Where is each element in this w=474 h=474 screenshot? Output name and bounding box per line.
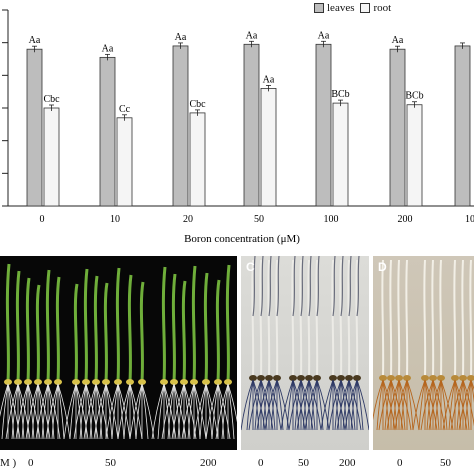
- chart-legend: leaves root: [308, 2, 391, 14]
- bar-label-leaves-4: Aa: [318, 30, 330, 41]
- panel-label-c: C: [246, 260, 255, 274]
- x-tick-label-1: 10: [110, 214, 120, 225]
- bar-root-5: [406, 104, 423, 207]
- x-axis-label: Boron concentration (μM): [184, 233, 300, 245]
- chart-bar-labels: Aa Aa Aa Aa Aa Aa Cbc Cc Cbc Aa BCb BCb: [29, 30, 424, 115]
- bar-label-root-1: Cc: [119, 104, 131, 115]
- x-tick-label-3: 50: [254, 214, 264, 225]
- panel-b-tick-2: 200: [200, 457, 217, 469]
- bar-chart: Aa Aa Aa Aa Aa Aa Cbc Cc Cbc Aa BCb BCb 0 10 20 50 100 2…: [2, 9, 474, 245]
- bar-label-root-0: Cbc: [43, 94, 60, 105]
- panel-c-tick-2: 200: [339, 457, 356, 469]
- panel-c-tick-0: 0: [258, 457, 264, 469]
- bar-root-3: [260, 88, 277, 207]
- panel-d-tick-1: 50: [440, 457, 451, 469]
- panel-d-tick-0: 0: [397, 457, 403, 469]
- x-tick-label-0: 0: [40, 214, 45, 225]
- bar-leaves-3: [243, 43, 260, 207]
- panel-b-tick-1: 50: [105, 457, 116, 469]
- bar-label-leaves-0: Aa: [29, 35, 41, 46]
- seedling-illustration-c: [241, 256, 369, 431]
- bar-leaves-4: [315, 43, 332, 207]
- bar-leaves-6: [454, 45, 471, 207]
- seedling-photo-d: D: [373, 256, 474, 450]
- bar-root-0: [43, 107, 60, 207]
- bar-label-leaves-5: Aa: [392, 35, 404, 46]
- panel-b-tick-0: 0: [28, 457, 34, 469]
- x-tick-label-6: 10: [465, 214, 474, 225]
- bar-label-root-4: BCb: [331, 89, 349, 100]
- bar-root-1: [116, 117, 133, 207]
- chart-bars: [26, 40, 471, 207]
- bar-label-leaves-1: Aa: [102, 43, 114, 54]
- bar-root-4: [332, 102, 349, 207]
- bar-label-root-5: BCb: [405, 91, 423, 102]
- seedling-illustration-d: [373, 259, 474, 431]
- x-tick-label-4: 100: [324, 214, 339, 225]
- bar-leaves-2: [172, 45, 189, 207]
- panel-c-tick-1: 50: [298, 457, 309, 469]
- bar-leaves-1: [99, 56, 116, 207]
- panel-b-prefix: M ): [0, 457, 17, 469]
- bar-label-leaves-2: Aa: [175, 32, 187, 43]
- legend-label-root: root: [373, 2, 392, 14]
- bar-label-root-3: Aa: [263, 74, 275, 85]
- bar-leaves-0: [26, 48, 43, 207]
- seedling-photo-b: [0, 256, 237, 450]
- x-tick-label-2: 20: [183, 214, 193, 225]
- legend-swatch-leaves: [314, 3, 324, 13]
- panel-label-d: D: [378, 260, 387, 274]
- legend-swatch-root: [360, 3, 371, 13]
- chart-x-ticks: 0 10 20 50 100 200 10: [40, 214, 474, 225]
- legend-label-leaves: leaves: [327, 2, 355, 14]
- seedling-photo-c: C: [241, 256, 369, 450]
- x-tick-label-5: 200: [398, 214, 413, 225]
- seedling-illustration-b: [0, 263, 237, 440]
- bar-label-leaves-3: Aa: [246, 30, 258, 41]
- bar-leaves-5: [389, 48, 406, 207]
- bar-label-root-2: Cbc: [189, 99, 206, 110]
- bar-root-2: [189, 112, 206, 207]
